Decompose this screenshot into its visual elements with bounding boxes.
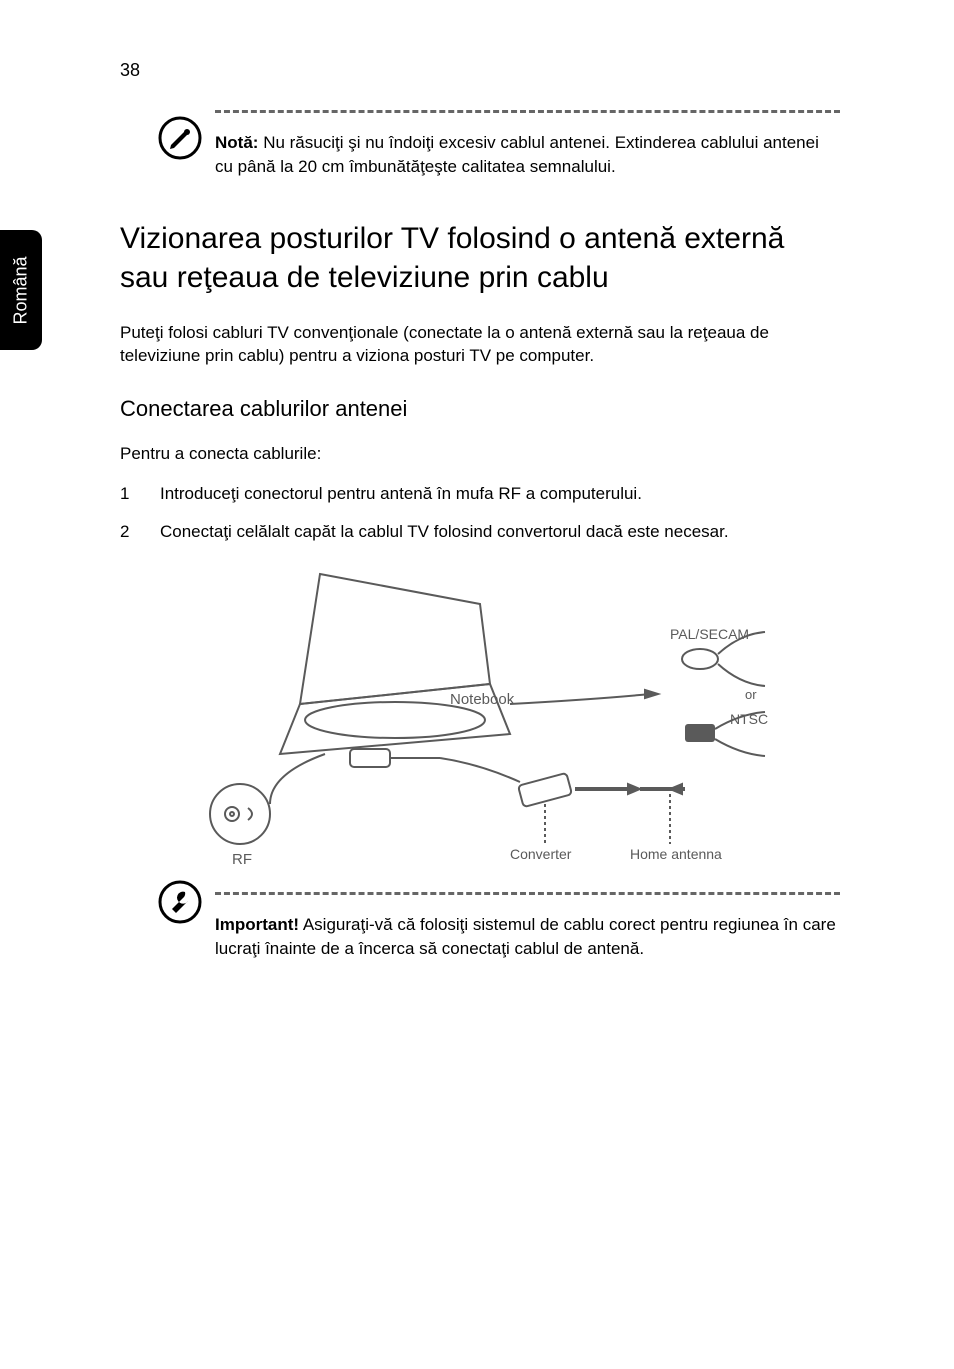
list-item: 2 Conectaţi celălalt capăt la cablul TV … xyxy=(120,520,840,544)
diagram-palsecam-label: PAL/SECAM xyxy=(670,626,749,642)
diagram-ntsc-label: NTSC xyxy=(730,711,768,727)
connection-diagram: Notebook RF PAL/SECAM or NTSC xyxy=(180,564,780,864)
step-text: Introduceţi conectorul pentru antenă în … xyxy=(160,482,642,506)
important-body: Asiguraţi-vă că folosiţi sistemul de cab… xyxy=(215,915,836,958)
diagram-homeantenna-label: Home antenna xyxy=(630,846,722,862)
diagram-notebook-label: Notebook xyxy=(450,691,515,708)
important-block: Important! Asiguraţi-vă că folosiţi sist… xyxy=(120,892,840,961)
wrench-important-icon xyxy=(158,880,202,924)
main-heading: Vizionarea posturilor TV folosind o ante… xyxy=(120,219,840,297)
diagram-or-label: or xyxy=(745,687,757,702)
step-number: 1 xyxy=(120,482,160,506)
list-intro: Pentru a conecta cablurile: xyxy=(120,444,840,464)
pencil-note-icon xyxy=(158,116,202,160)
page-content: Notă: Nu răsuciţi şi nu îndoiţi excesiv … xyxy=(120,110,840,960)
sub-heading: Conectarea cablurilor antenei xyxy=(120,396,840,422)
diagram-converter-label: Converter xyxy=(510,846,572,862)
note-text: Notă: Nu răsuciţi şi nu îndoiţi excesiv … xyxy=(215,131,840,179)
diagram-rf-label: RF xyxy=(232,851,252,864)
language-label: Română xyxy=(11,256,32,324)
note-body: Nu răsuciţi şi nu îndoiţi excesiv cablul… xyxy=(215,133,819,176)
language-side-tab: Română xyxy=(0,230,42,350)
important-text: Important! Asiguraţi-vă că folosiţi sist… xyxy=(215,913,840,961)
important-divider xyxy=(215,892,840,895)
steps-list: 1 Introduceţi conectorul pentru antenă î… xyxy=(120,482,840,544)
step-number: 2 xyxy=(120,520,160,544)
page-number: 38 xyxy=(120,60,140,81)
list-item: 1 Introduceţi conectorul pentru antenă î… xyxy=(120,482,840,506)
note-block: Notă: Nu răsuciţi şi nu îndoiţi excesiv … xyxy=(120,110,840,179)
note-divider xyxy=(215,110,840,113)
intro-paragraph: Puteţi folosi cabluri TV convenţionale (… xyxy=(120,321,840,369)
important-label: Important! xyxy=(215,915,299,934)
note-label: Notă: xyxy=(215,133,258,152)
step-text: Conectaţi celălalt capăt la cablul TV fo… xyxy=(160,520,729,544)
